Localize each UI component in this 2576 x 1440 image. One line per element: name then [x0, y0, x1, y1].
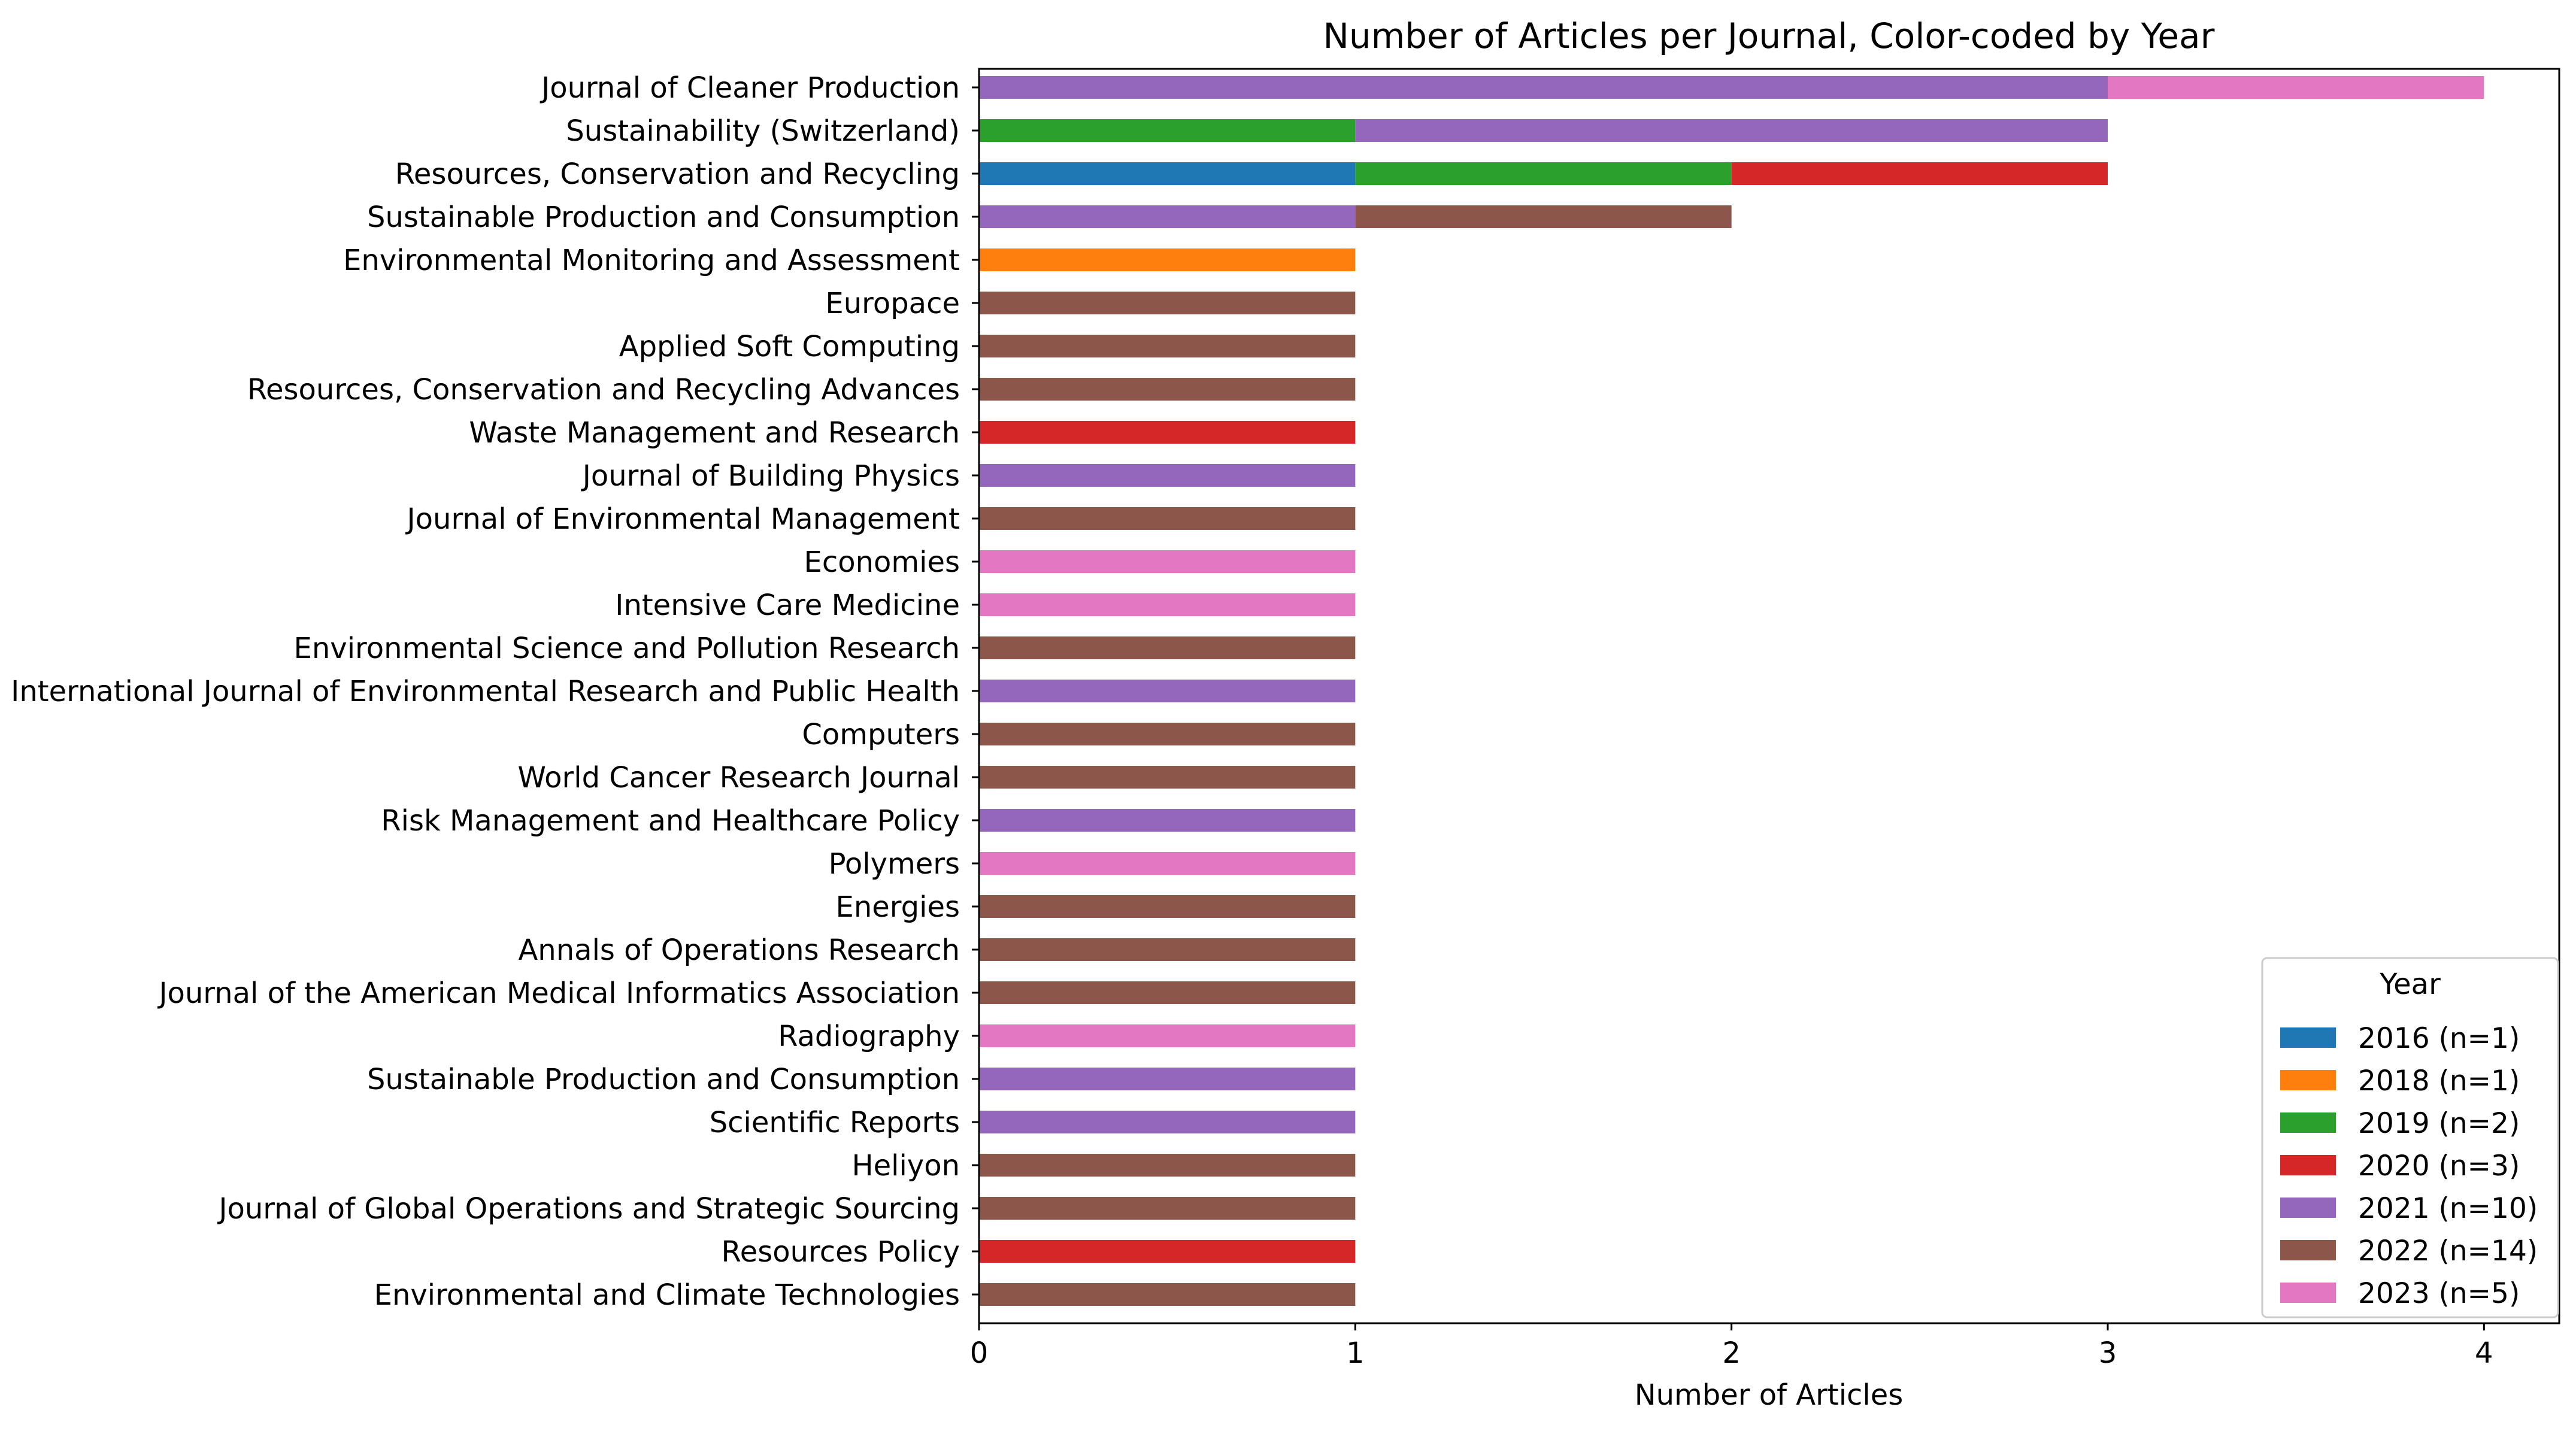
bar-segment-14-4: [979, 680, 1356, 702]
bar-segment-3-5: [1355, 205, 1732, 228]
bar-segment-1-2: [979, 119, 1356, 142]
legend-swatch: [2280, 1155, 2336, 1175]
bar-segment-27-3: [979, 1240, 1356, 1263]
legend-entries: 2016 (n=1) 2018 (n=1) 2019 (n=2) 2020 (n=3)…: [2280, 1022, 2538, 1310]
y-tick-label: Environmental Monitoring and Assessment: [343, 244, 960, 277]
y-tick-label: Journal of Building Physics: [581, 459, 960, 493]
y-tick-label: Economies: [804, 545, 960, 579]
legend-entry-label: 2020 (n=3): [2358, 1150, 2520, 1183]
y-tick-label: Polymers: [829, 847, 960, 881]
legend-swatch: [2280, 1027, 2336, 1048]
bar-segment-4-1: [979, 248, 1356, 271]
y-tick-label: Resources Policy: [722, 1235, 960, 1269]
legend-entry-label: 2023 (n=5): [2358, 1277, 2520, 1310]
y-tick-label: Europace: [825, 287, 960, 320]
y-tick-label: Environmental Science and Pollution Rese…: [294, 632, 960, 665]
y-tick-label: Resources, Conservation and Recycling Ad…: [247, 373, 960, 407]
legend-entry-label: 2022 (n=14): [2358, 1235, 2538, 1268]
bar-segment-1-4: [1355, 119, 2108, 142]
axes-frame: [978, 68, 2560, 1324]
y-tick-label: Sustainability (Switzerland): [566, 114, 960, 148]
bar-segment-19-5: [979, 895, 1356, 918]
y-tick-label: Resources, Conservation and Recycling: [395, 157, 960, 191]
y-tick-label: International Journal of Environmental R…: [11, 675, 960, 708]
y-tick-label: Sustainable Production and Consumption: [367, 1063, 960, 1096]
bar-segment-2-2: [1355, 162, 1732, 185]
y-tick-label: Radiography: [778, 1020, 960, 1053]
y-tick-label: Sustainable Production and Consumption: [367, 201, 960, 234]
bar-segment-18-6: [979, 852, 1356, 875]
bar-segment-20-5: [979, 938, 1356, 961]
x-tick-label: 3: [2099, 1336, 2117, 1370]
bar-segment-25-5: [979, 1154, 1356, 1177]
y-tick-label: Annals of Operations Research: [518, 933, 960, 967]
bar-segment-23-4: [979, 1068, 1356, 1090]
legend-swatch: [2280, 1070, 2336, 1090]
legend-title: Year: [2379, 968, 2441, 1001]
legend-swatch: [2280, 1240, 2336, 1260]
y-axis: Journal of Cleaner Production Sustainabil…: [11, 71, 979, 1312]
bar-segment-0-6: [2108, 76, 2484, 99]
bar-segment-10-5: [979, 507, 1356, 530]
y-tick-label: Heliyon: [852, 1149, 960, 1183]
y-tick-label: Energies: [835, 890, 960, 924]
bar-segment-11-6: [979, 550, 1356, 573]
y-tick-label: Journal of Global Operations and Strateg…: [217, 1192, 960, 1226]
bar-segment-26-5: [979, 1197, 1356, 1220]
y-tick-label: World Cancer Research Journal: [517, 761, 960, 795]
legend-entry-label: 2018 (n=1): [2358, 1065, 2520, 1098]
legend-entry-label: 2016 (n=1): [2358, 1022, 2520, 1055]
bar-segment-2-3: [1731, 162, 2108, 185]
bar-segment-9-4: [979, 464, 1356, 487]
y-tick-label: Computers: [802, 718, 960, 751]
bar-segment-17-4: [979, 809, 1356, 832]
legend-entry-label: 2021 (n=10): [2358, 1192, 2538, 1225]
chart-title: Number of Articles per Journal, Color-co…: [1323, 16, 2215, 56]
y-tick-label: Environmental and Climate Technologies: [374, 1278, 960, 1312]
bar-segment-7-5: [979, 378, 1356, 401]
plot-area: [978, 68, 2560, 1324]
bar-segment-15-5: [979, 723, 1356, 745]
x-axis-label: Number of Articles: [1635, 1378, 1904, 1412]
bar-segment-13-5: [979, 636, 1356, 659]
x-axis: 0 1 2 3 4: [970, 1323, 2493, 1370]
bar-segment-3-4: [979, 205, 1356, 228]
y-tick-label: Scientific Reports: [710, 1106, 960, 1139]
x-tick-label: 4: [2475, 1336, 2493, 1370]
bar-segment-5-5: [979, 292, 1356, 314]
y-tick-label: Waste Management and Research: [469, 416, 960, 450]
bar-segment-0-4: [979, 76, 2108, 99]
bar-segment-28-5: [979, 1283, 1356, 1306]
legend-swatch: [2280, 1112, 2336, 1133]
bar-segment-16-5: [979, 766, 1356, 789]
bar-segment-12-6: [979, 593, 1356, 616]
y-tick-label: Applied Soft Computing: [619, 330, 960, 363]
bar-segment-8-3: [979, 421, 1356, 444]
bar-segment-2-0: [979, 162, 1356, 185]
y-tick-label: Journal of Cleaner Production: [540, 71, 960, 105]
legend-swatch: [2280, 1283, 2336, 1303]
y-tick-label: Intensive Care Medicine: [615, 589, 960, 622]
bar-segment-21-5: [979, 981, 1356, 1004]
x-tick-label: 2: [1722, 1336, 1741, 1370]
x-tick-label: 1: [1346, 1336, 1365, 1370]
x-tick-label: 0: [970, 1336, 989, 1370]
bar-segment-6-5: [979, 335, 1356, 357]
bar-segment-22-6: [979, 1024, 1356, 1047]
legend-entry-label: 2019 (n=2): [2358, 1107, 2520, 1140]
legend-box: [2261, 957, 2559, 1318]
y-tick-label: Journal of Environmental Management: [405, 502, 960, 536]
bar-segment-24-4: [979, 1111, 1356, 1133]
y-tick-label: Risk Management and Healthcare Policy: [381, 804, 960, 838]
legend-swatch: [2280, 1198, 2336, 1218]
y-tick-label: Journal of the American Medical Informat…: [157, 977, 960, 1010]
legend: Year 2016 (n=1) 2018 (n=1) 2019 (n=2) 2020 …: [2261, 957, 2559, 1318]
